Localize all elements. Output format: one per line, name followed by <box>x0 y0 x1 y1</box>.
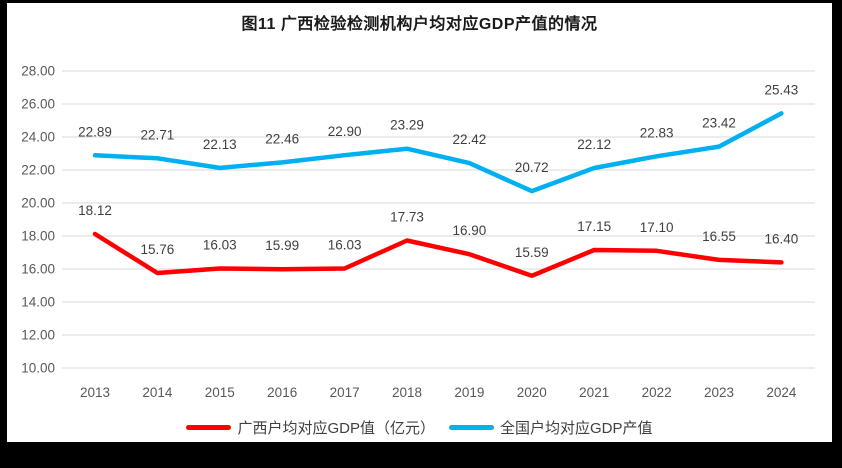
data-label: 23.29 <box>390 118 424 133</box>
chart-svg: 10.00 12.00 14.00 16.00 18.00 20.00 22.00 24.00… <box>21 64 815 400</box>
x-axis-tick: 2013 <box>80 385 110 400</box>
y-axis-tick: 14.00 <box>21 295 55 310</box>
legend-swatch-guangxi <box>186 425 232 430</box>
data-label: 16.03 <box>203 238 237 253</box>
data-label: 17.15 <box>577 219 611 234</box>
data-label: 16.90 <box>453 223 487 238</box>
y-axis-tick: 26.00 <box>21 97 55 112</box>
data-label: 22.12 <box>577 137 611 152</box>
legend-label-national: 全国户均对应GDP产值 <box>500 420 653 437</box>
chart-canvas: 图11 广西检验检测机构户均对应GDP产值的情况 10.00 12.00 14.00… <box>7 3 832 442</box>
data-label: 16.55 <box>702 229 736 244</box>
y-axis-tick: 18.00 <box>21 229 55 244</box>
chart-title: 图11 广西检验检测机构户均对应GDP产值的情况 <box>241 16 598 33</box>
data-label: 17.73 <box>390 210 424 225</box>
x-axis-tick: 2019 <box>454 385 484 400</box>
chart-legend: 广西户均对应GDP值（亿元） 全国户均对应GDP产值 <box>7 417 832 438</box>
x-axis-tick: 2021 <box>579 385 609 400</box>
legend-item-guangxi: 广西户均对应GDP值（亿元） <box>186 417 435 438</box>
x-axis-tick: 2016 <box>267 385 297 400</box>
y-axis-tick: 22.00 <box>21 163 55 178</box>
x-axis-tick: 2017 <box>330 385 360 400</box>
data-label: 23.42 <box>702 116 736 131</box>
x-axis-tick: 2015 <box>205 385 235 400</box>
x-axis-tick: 2020 <box>517 385 547 400</box>
data-label: 15.99 <box>265 238 299 253</box>
series-line-0 <box>92 231 784 279</box>
data-label: 25.43 <box>765 82 799 97</box>
data-label: 22.90 <box>328 124 362 139</box>
data-label: 22.89 <box>78 124 112 139</box>
data-label: 22.42 <box>453 132 487 147</box>
data-label: 18.12 <box>78 203 112 218</box>
legend-item-national: 全国户均对应GDP产值 <box>449 417 653 438</box>
data-label: 16.03 <box>328 238 362 253</box>
x-axis-tick: 2024 <box>766 385 797 400</box>
x-axis-tick: 2014 <box>142 385 173 400</box>
y-axis-tick: 16.00 <box>21 262 55 277</box>
data-label: 20.72 <box>515 160 549 175</box>
data-label: 22.13 <box>203 137 237 152</box>
x-axis-tick: 2023 <box>704 385 734 400</box>
data-label: 22.83 <box>640 125 674 140</box>
x-axis-tick: 2022 <box>642 385 672 400</box>
y-axis-tick: 10.00 <box>21 361 55 376</box>
data-label: 17.10 <box>640 220 674 235</box>
data-label: 15.76 <box>141 242 175 257</box>
legend-swatch-national <box>449 425 494 430</box>
series-line-1 <box>92 111 784 194</box>
y-axis-tick: 28.00 <box>21 64 55 79</box>
y-axis-tick: 24.00 <box>21 130 55 145</box>
data-label: 22.46 <box>265 131 299 146</box>
data-label: 16.40 <box>765 231 799 246</box>
data-label: 22.71 <box>141 127 175 142</box>
y-axis-tick: 12.00 <box>21 328 55 343</box>
legend-label-guangxi: 广西户均对应GDP值（亿元） <box>237 420 435 437</box>
data-label: 15.59 <box>515 245 549 260</box>
y-axis-tick: 20.00 <box>21 196 55 211</box>
x-axis-tick: 2018 <box>392 385 422 400</box>
